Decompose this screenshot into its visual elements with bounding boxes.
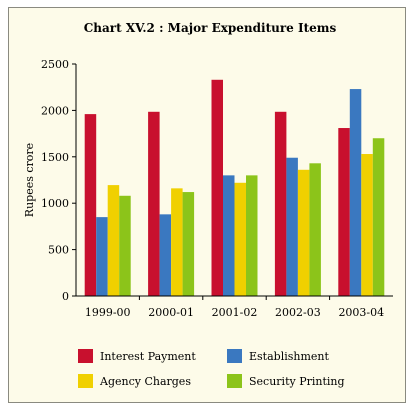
- y-tick-label: 2500: [41, 58, 69, 71]
- legend-swatch-interest-payment: [78, 349, 93, 363]
- bar-interest-payment-2001-02: [211, 79, 223, 296]
- chart-title: Chart XV.2 : Major Expenditure Items: [84, 21, 337, 35]
- bar-interest-payment-2002-03: [274, 111, 287, 296]
- bar-interest-payment-1999-00: [84, 114, 97, 296]
- bar-agency-charges-2000-01: [171, 188, 183, 296]
- bar-establishment-2003-04: [349, 89, 362, 296]
- legend-swatch-agency-charges: [78, 374, 93, 388]
- legend-label: Agency Charges: [99, 375, 191, 388]
- legend-label: Establishment: [249, 350, 329, 363]
- bar-establishment-2001-02: [223, 175, 235, 296]
- legend-swatch-security-printing: [227, 374, 242, 388]
- bar-security-printing-2000-01: [182, 192, 195, 296]
- axes-group: 1999-00 2000-01 2001-02 2002-03 2003-04 0 500 1…: [41, 58, 393, 319]
- legend-label: Security Printing: [249, 375, 345, 388]
- y-tick-label: 2000: [41, 104, 69, 117]
- bar-agency-charges-1999-00: [107, 185, 120, 296]
- x-tick-label: 1999-00: [85, 306, 131, 319]
- legend-swatch-establishment: [227, 349, 242, 363]
- legend: Interest Payment Establishment Agency Char…: [78, 349, 345, 388]
- bar-establishment-2000-01: [159, 214, 172, 296]
- bars-group: [84, 79, 385, 296]
- legend-label: Interest Payment: [100, 350, 196, 363]
- bar-agency-charges-2002-03: [297, 169, 310, 296]
- x-tick-label: 2003-04: [338, 306, 384, 319]
- y-tick-label: 1000: [41, 197, 69, 210]
- y-tick-label: 500: [48, 244, 69, 257]
- bar-agency-charges-2003-04: [361, 154, 373, 296]
- bar-interest-payment-2003-04: [338, 128, 350, 296]
- bar-security-printing-1999-00: [119, 195, 131, 296]
- bar-establishment-1999-00: [96, 217, 108, 296]
- bar-establishment-2002-03: [286, 157, 298, 296]
- x-tick-label: 2000-01: [148, 306, 194, 319]
- bar-agency-charges-2001-02: [234, 182, 246, 296]
- bar-security-printing-2002-03: [309, 163, 321, 296]
- y-tick-label: 0: [62, 290, 69, 303]
- bar-security-printing-2001-02: [246, 175, 258, 296]
- x-tick-label: 2002-03: [275, 306, 321, 319]
- bar-interest-payment-2000-01: [148, 111, 160, 296]
- y-axis-label: Rupees crore: [23, 143, 36, 217]
- x-tick-label: 2001-02: [212, 306, 258, 319]
- y-tick-label: 1500: [41, 151, 69, 164]
- bar-security-printing-2003-04: [372, 138, 385, 296]
